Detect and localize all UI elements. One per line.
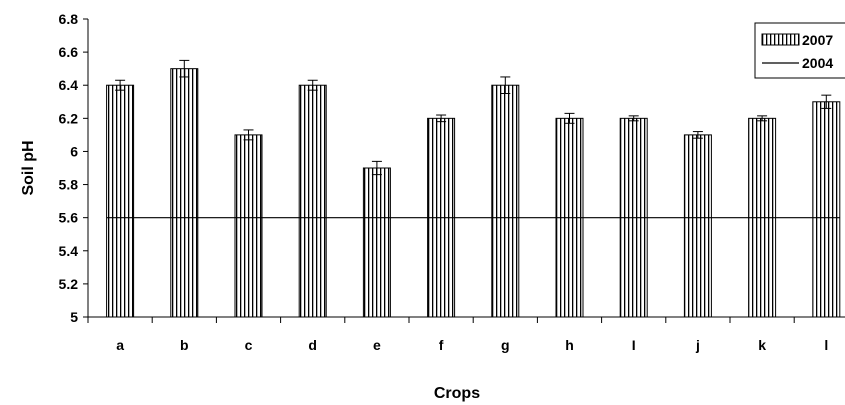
y-tick-label: 6.8	[59, 11, 79, 27]
y-tick-label: 5	[70, 309, 78, 325]
y-tick-label: 5.2	[59, 276, 79, 292]
x-tick-label: f	[439, 337, 444, 353]
x-tick-label: d	[308, 337, 317, 353]
bar-c	[234, 134, 263, 318]
x-tick-label: g	[501, 337, 510, 353]
x-axis-title: Crops	[434, 385, 480, 402]
y-tick-label: 6.6	[59, 44, 79, 60]
legend-box	[754, 22, 845, 79]
x-tick-label: b	[180, 337, 189, 353]
x-tick-label: h	[565, 337, 574, 353]
bar-e	[362, 167, 391, 318]
y-tick-label: 5.4	[59, 243, 79, 259]
y-tick-label: 6.4	[59, 77, 79, 93]
x-tick-label: e	[373, 337, 381, 353]
legend: 2007 2004	[754, 22, 845, 79]
bar-d	[298, 84, 327, 318]
legend-label-2007: 2007	[802, 32, 833, 48]
legend-swatch-2007	[761, 33, 800, 46]
legend-label-2004: 2004	[802, 55, 833, 71]
x-tick-label: a	[116, 337, 124, 353]
x-tick-label: l	[824, 337, 828, 353]
y-tick-label: 5.8	[59, 177, 79, 193]
x-tick-label: I	[632, 337, 636, 353]
x-tick-label: k	[758, 337, 766, 353]
bar-j	[683, 134, 712, 318]
bar-l	[812, 101, 841, 318]
bars	[106, 59, 841, 318]
x-tick-label: c	[245, 337, 253, 353]
y-tick-label: 6	[70, 143, 78, 159]
y-axis-ticks: 5 5.2 5.4 5.6 5.8 6 6.2 6.4 6.6 6.8	[59, 11, 88, 325]
bar-g	[491, 84, 520, 318]
bar-a	[106, 84, 135, 318]
x-tick-label: j	[695, 337, 700, 353]
y-tick-label: 5.6	[59, 210, 79, 226]
y-axis-title: Soil pH	[20, 140, 37, 195]
y-tick-label: 6.2	[59, 110, 79, 126]
bar-b	[170, 68, 199, 318]
